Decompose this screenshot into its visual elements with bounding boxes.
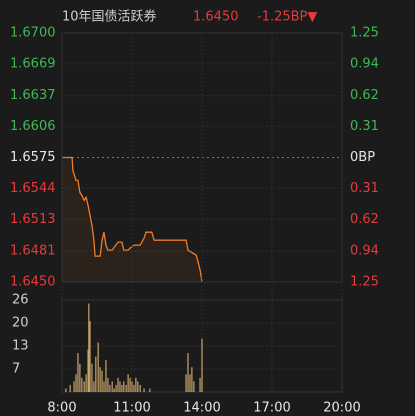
volume-bar xyxy=(95,356,97,392)
volume-bar xyxy=(137,381,139,392)
volume-bar xyxy=(77,353,79,392)
volume-bar xyxy=(73,381,75,392)
y2-tick-label: 0.31 xyxy=(350,181,379,196)
volume-bar xyxy=(103,381,105,392)
volume-bar xyxy=(111,381,113,392)
y2-tick-label: 0.94 xyxy=(350,56,379,71)
volume-bar xyxy=(189,374,191,392)
volume-bar xyxy=(79,363,81,392)
volume-bar xyxy=(123,381,125,392)
price: 1.6450 xyxy=(193,10,239,25)
x-tick-label: 17:00 xyxy=(253,401,290,416)
volume-bar xyxy=(83,381,85,392)
y-tick-label: 26 xyxy=(12,293,29,308)
volume-bar xyxy=(199,377,201,392)
y2-tick-label: 1.25 xyxy=(350,26,379,41)
y-tick-label: 1.6637 xyxy=(10,88,56,103)
volume-bar xyxy=(131,381,133,392)
volume-bar xyxy=(65,388,67,392)
change: -1.25BP▼ xyxy=(257,10,317,25)
volume-bar xyxy=(91,363,93,392)
volume-bar xyxy=(125,384,127,392)
volume-bar xyxy=(149,388,151,392)
instrument-name: 10年国债活跃券 xyxy=(62,9,157,25)
volume-bar xyxy=(185,374,187,392)
y2-tick-label: 0BP xyxy=(350,150,375,165)
volume-bar xyxy=(107,377,109,392)
y2-tick-label: 0.62 xyxy=(350,212,379,227)
volume-bar xyxy=(119,381,121,392)
volume-bar xyxy=(109,384,111,392)
y2-tick-label: 1.25 xyxy=(350,275,379,290)
volume-bar xyxy=(117,377,119,392)
y-tick-label: 13 xyxy=(12,339,29,354)
volume-bar xyxy=(113,388,115,392)
y-tick-label: 1.6544 xyxy=(10,181,56,196)
y-tick-label: 7 xyxy=(12,362,20,377)
x-tick-label: 14:00 xyxy=(183,401,220,416)
y2-tick-label: 0.94 xyxy=(350,244,379,259)
x-tick-label: 20:00 xyxy=(323,401,360,416)
volume-bar xyxy=(88,303,90,392)
volume-bar xyxy=(89,321,91,392)
volume-bar xyxy=(139,384,141,392)
volume-bar xyxy=(143,388,145,392)
volume-bar xyxy=(87,349,89,392)
volume-bar xyxy=(81,377,83,392)
y-tick-label: 1.6606 xyxy=(10,119,56,134)
volume-bar xyxy=(127,374,129,392)
volume-bar xyxy=(69,384,71,392)
y-tick-label: 1.6513 xyxy=(10,212,56,227)
x-tick-label: 11:00 xyxy=(113,401,150,416)
volume-bar xyxy=(191,367,193,392)
volume-bar xyxy=(93,381,95,392)
volume-bar xyxy=(133,384,135,392)
volume-bar xyxy=(105,360,107,392)
y-tick-label: 1.6669 xyxy=(10,56,56,71)
volume-bar xyxy=(193,381,195,392)
y2-tick-label: 0.31 xyxy=(350,119,379,134)
volume-bar xyxy=(201,338,203,392)
volume-bar xyxy=(135,377,137,392)
volume-bar xyxy=(75,374,77,392)
y-tick-label: 1.6481 xyxy=(10,244,56,259)
volume-bar xyxy=(99,367,101,392)
x-tick-label: 8:00 xyxy=(47,401,76,416)
volume-bar xyxy=(121,384,123,392)
line xyxy=(62,156,203,283)
volume-bar xyxy=(85,374,87,392)
y-tick-label: 1.6450 xyxy=(10,275,56,290)
y-tick-label: 1.6700 xyxy=(10,26,56,41)
volume-bar xyxy=(101,370,103,392)
volume-bar xyxy=(187,353,189,392)
area xyxy=(62,157,202,282)
y-tick-label: 1.6575 xyxy=(10,150,56,165)
y2-tick-label: 0.62 xyxy=(350,88,379,103)
volume-bar xyxy=(129,377,131,392)
volume-bar xyxy=(115,384,117,392)
y-tick-label: 20 xyxy=(12,316,29,331)
volume-bar xyxy=(97,342,99,392)
